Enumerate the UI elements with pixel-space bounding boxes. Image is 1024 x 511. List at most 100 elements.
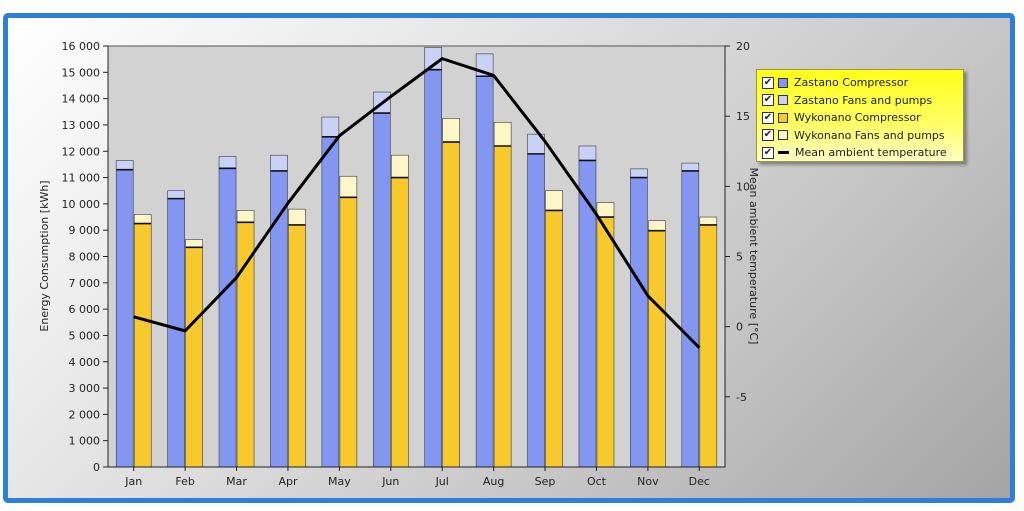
y-tick-label: 4 000: [69, 356, 101, 369]
y-tick-label: 2 000: [69, 408, 101, 421]
bar-segment: [699, 224, 718, 468]
y-tick-label: 8 000: [69, 251, 101, 264]
y-tick-label: 5 000: [69, 329, 101, 342]
legend-swatch: [778, 95, 788, 106]
bar-segment: [339, 175, 358, 198]
legend-label: Wykonano Compressor: [794, 111, 921, 125]
legend-label: Mean ambient temperature: [795, 146, 947, 160]
bar-segment: [681, 170, 700, 468]
legend-checkbox[interactable]: ✔: [762, 76, 774, 89]
y2-tick-label: -5: [736, 391, 747, 404]
bar-segment: [527, 153, 545, 468]
bar-segment: [288, 224, 306, 468]
y-tick-label: 10 000: [62, 198, 101, 211]
y-tick-label: 14 000: [62, 93, 101, 106]
bar-segment: [545, 210, 563, 468]
bar-segment: [115, 160, 134, 170]
x-tick-label: May: [328, 475, 351, 488]
legend-checkbox[interactable]: ✔: [762, 146, 774, 159]
y-tick-label: 3 000: [69, 382, 101, 395]
bar-segment: [270, 154, 288, 172]
bar-segment: [630, 168, 648, 178]
y-tick-label: 9 000: [69, 224, 101, 237]
y-axis-label: Energy Consumption [kWh]: [38, 180, 51, 331]
legend-swatch: [778, 112, 788, 123]
bar-segment: [493, 122, 512, 147]
legend-label: Zastano Compressor: [794, 76, 909, 90]
bar-segment: [442, 141, 461, 468]
bar-segment: [424, 69, 443, 468]
bar-segment: [578, 145, 597, 161]
x-tick-label: Jun: [381, 475, 399, 488]
y-tick-label: 16 000: [62, 40, 101, 53]
bar-segment: [167, 198, 185, 468]
energy-chart: 0 1 000 2 000 3 000 4 000 5 000 6 000 7 000 8 00…: [38, 40, 760, 488]
x-tick-label: Jul: [435, 475, 449, 488]
bar-segment: [648, 220, 666, 232]
y2-tick-label: 15: [736, 110, 750, 123]
legend-checkbox[interactable]: ✔: [762, 111, 774, 124]
temperature-line: [133, 57, 701, 349]
bar-segment: [133, 214, 152, 224]
x-tick-label: Jan: [124, 475, 142, 488]
legend-label: Zastano Fans and pumps: [794, 93, 933, 107]
legend-item[interactable]: ✔ Wykonano Fans and pumps: [762, 127, 963, 145]
legend-swatch: [778, 77, 788, 88]
y-tick-label: 7 000: [69, 277, 101, 290]
legend-checkbox[interactable]: ✔: [762, 94, 774, 107]
bar-segment: [390, 154, 409, 178]
legend-swatch: [778, 130, 788, 141]
bar-segment: [218, 156, 237, 169]
bar-segment: [681, 162, 700, 172]
legend-item[interactable]: ✔ Zastano Compressor: [762, 74, 963, 92]
bar-segment: [167, 190, 185, 199]
y2-tick-label: 5: [736, 251, 743, 264]
bar-segment: [578, 160, 597, 468]
bar-segment: [133, 223, 152, 468]
bar-segment: [236, 210, 255, 223]
bar-segment: [339, 196, 358, 468]
bar-segment: [372, 112, 391, 468]
bar-segment: [236, 221, 255, 468]
bar-segment: [442, 118, 461, 143]
bar-segment: [699, 216, 718, 226]
y2-tick-label: 10: [736, 180, 750, 193]
bar-segment: [288, 208, 306, 226]
axes-layer: 0 1 000 2 000 3 000 4 000 5 000 6 000 7 000 8 00…: [62, 40, 751, 488]
legend-checkbox[interactable]: ✔: [762, 129, 774, 142]
bar-segment: [321, 116, 340, 138]
y-tick-label: 0: [93, 461, 100, 474]
legend-item[interactable]: ✔ Wykonano Compressor: [762, 109, 963, 127]
bar-segment: [185, 239, 203, 248]
temperature-line-layer: [133, 57, 701, 349]
y-tick-label: 12 000: [62, 145, 101, 158]
y-tick-label: 15 000: [62, 66, 101, 79]
x-tick-label: Mar: [226, 475, 247, 488]
bar-segment: [185, 246, 203, 468]
bar-segment: [545, 190, 563, 211]
x-tick-label: Sep: [535, 475, 556, 488]
chart-legend: ✔ Zastano Compressor ✔ Zastano Fans and …: [756, 69, 964, 162]
legend-item[interactable]: ✔ Mean ambient temperature: [762, 144, 963, 162]
x-tick-label: Feb: [175, 475, 194, 488]
y-tick-label: 13 000: [62, 119, 101, 132]
bar-segment: [115, 169, 134, 468]
bar-segment: [390, 177, 409, 468]
y2-axis-label: Mean ambient temperature [°C]: [747, 168, 760, 345]
bar-segment: [493, 145, 512, 468]
bar-segment: [648, 230, 666, 468]
y-tick-label: 6 000: [69, 303, 101, 316]
legend-line-swatch: [778, 151, 789, 155]
y-tick-label: 11 000: [62, 172, 101, 185]
bar-segment: [475, 75, 494, 468]
legend-item[interactable]: ✔ Zastano Fans and pumps: [762, 92, 963, 110]
bar-segment: [596, 202, 615, 218]
bar-segment: [321, 136, 340, 468]
x-tick-label: Oct: [587, 475, 607, 488]
y2-tick-label: 20: [736, 40, 750, 53]
y-tick-label: 1 000: [69, 435, 101, 448]
y2-tick-label: 0: [736, 321, 743, 334]
x-tick-label: Dec: [689, 475, 710, 488]
legend-label: Wykonano Fans and pumps: [794, 128, 945, 142]
bar-segment: [630, 177, 648, 468]
